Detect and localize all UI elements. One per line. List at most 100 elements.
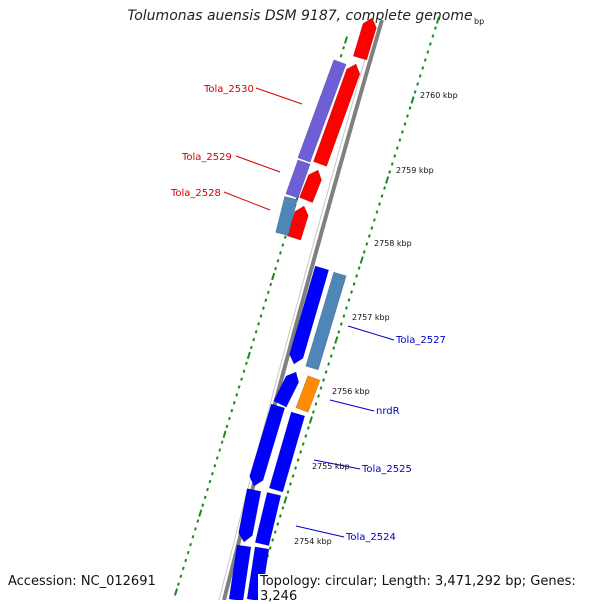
gene-label-nrdr[interactable]: nrdR (376, 406, 400, 417)
scale-tick (421, 66, 425, 70)
scale-tick (213, 464, 217, 468)
scale-tick (189, 542, 192, 547)
scale-tick (173, 588, 179, 596)
scale-tick (281, 243, 285, 247)
scale-tick (306, 426, 310, 430)
gene-tola-2527-feature[interactable] (305, 271, 347, 371)
scale-tick (343, 36, 349, 44)
scale-tick (245, 361, 248, 366)
scale-tick (413, 90, 417, 94)
scale-tick (249, 345, 253, 350)
scale-tick (322, 378, 325, 382)
gene-tola-2529-feature[interactable] (285, 159, 311, 199)
scale-tick (268, 546, 272, 550)
scale-tick (196, 519, 200, 523)
gene-leader-line (347, 325, 395, 341)
gene-nrdr-feature[interactable] (295, 375, 321, 413)
scale-tick (434, 26, 437, 30)
scale-tick (367, 234, 371, 238)
scale-tick (301, 442, 305, 446)
scale-label: 2755 kbp (312, 462, 350, 471)
scale-tick (406, 114, 409, 118)
gene-reverse-cds[interactable] (268, 411, 306, 493)
gene-reverse-cds[interactable] (238, 488, 262, 543)
scale-tick (264, 298, 268, 302)
gene-tola-2528-feature[interactable] (275, 196, 298, 236)
scale-tick (259, 314, 263, 318)
scale-tick (289, 482, 292, 486)
scale-tick (252, 337, 256, 342)
scale-tick (375, 210, 379, 214)
gene-reverse-cds[interactable] (254, 492, 282, 546)
scale-tick (228, 416, 231, 421)
scale-tick (431, 34, 435, 38)
gene-reverse-cds[interactable] (249, 403, 286, 487)
gene-label-tola-2529[interactable]: Tola_2529 (181, 152, 232, 163)
scale-label: 2760 kbp (420, 91, 458, 100)
gene-tola-2530-feature[interactable] (297, 59, 347, 163)
scale-tick (380, 194, 384, 198)
scale-tick (271, 272, 276, 281)
scale-tick (410, 96, 415, 104)
gene-leader-line (329, 399, 375, 412)
gene-reverse-cds[interactable] (246, 546, 270, 600)
scale-tick (211, 472, 214, 476)
scale-tick (215, 456, 219, 460)
scale-tick (232, 401, 236, 405)
scale-tick (365, 242, 369, 246)
scale-tick (383, 186, 387, 190)
scale-tick (400, 130, 404, 134)
scale-tick (403, 122, 407, 126)
gene-leader-line (255, 87, 303, 105)
scale-tick (304, 434, 308, 438)
scale-tick (408, 106, 412, 110)
scale-tick (186, 550, 190, 555)
gene-forward-cds[interactable] (352, 17, 377, 61)
scale-tick (278, 514, 282, 518)
scale-tick (418, 74, 422, 78)
scale-tick (393, 154, 397, 158)
scale-tick (362, 250, 366, 254)
gene-reverse-cds[interactable] (289, 265, 330, 365)
scale-tick (416, 82, 420, 86)
scale-tick (342, 46, 345, 50)
scale-tick (342, 314, 346, 318)
scale-tick (279, 251, 282, 255)
map-title: Tolumonas auensis DSM 9187, complete gen… (127, 8, 473, 24)
scale-tick (426, 50, 430, 54)
scale-label: 2758 kbp (374, 239, 412, 248)
scale-tick (435, 16, 441, 24)
scale-tick (317, 394, 320, 398)
gene-label-tola-2530[interactable]: Tola_2530 (203, 84, 254, 95)
scale-tick (347, 298, 351, 302)
scale-tick (271, 538, 275, 542)
scale-tick (194, 527, 197, 531)
gene-reverse-cds[interactable] (228, 544, 252, 600)
scale-tick (203, 495, 207, 500)
scale-tick (345, 306, 348, 310)
scale-tick (314, 402, 318, 406)
scale-tick (254, 330, 258, 334)
gene-reverse-cds[interactable] (273, 371, 300, 408)
scale-tick (334, 336, 339, 344)
gene-label-tola-2527[interactable]: Tola_2527 (395, 335, 446, 346)
scale-tick (423, 58, 427, 62)
scale-tick (257, 322, 260, 326)
scale-tick (266, 290, 270, 295)
gene-label-tola-2525[interactable]: Tola_2525 (361, 464, 412, 475)
gene-forward-cds[interactable] (313, 63, 361, 167)
scale-tick (246, 351, 251, 360)
scale-tick (398, 138, 402, 142)
gene-label-tola-2524[interactable]: Tola_2524 (345, 532, 396, 543)
scale-tick (181, 566, 185, 571)
genome-backbone-shadow (218, 19, 377, 600)
scale-tick (395, 146, 399, 150)
gene-forward-cds[interactable] (299, 169, 322, 203)
scale-tick (274, 266, 277, 271)
scale-tick (294, 466, 298, 470)
scale-tick (373, 218, 376, 222)
scale-tick (332, 346, 336, 350)
scale-tick (291, 474, 295, 478)
gene-label-tola-2528[interactable]: Tola_2528 (170, 188, 221, 199)
